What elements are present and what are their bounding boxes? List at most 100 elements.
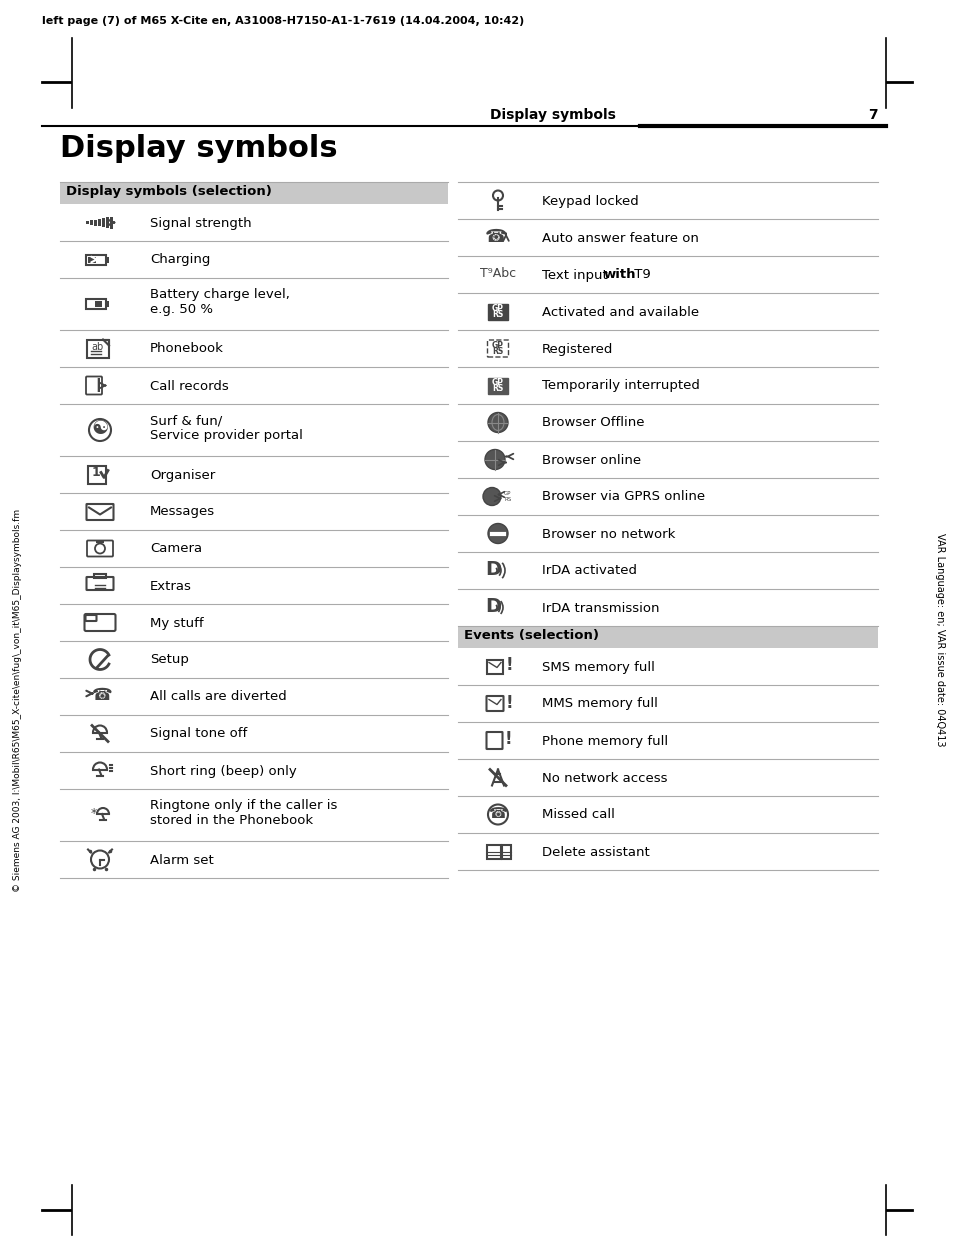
Text: e.g. 50 %: e.g. 50 % xyxy=(150,303,213,316)
Bar xyxy=(488,304,507,319)
Text: with: with xyxy=(603,268,636,282)
Bar xyxy=(488,378,507,394)
Text: *: * xyxy=(91,806,97,820)
Text: Setup: Setup xyxy=(150,653,189,667)
Text: Browser Offline: Browser Offline xyxy=(541,416,644,430)
Text: D: D xyxy=(484,597,500,616)
Text: Events (selection): Events (selection) xyxy=(463,629,598,642)
Bar xyxy=(86,616,98,623)
Text: !: ! xyxy=(505,657,513,674)
Text: Battery charge level,: Battery charge level, xyxy=(150,288,290,302)
Text: Phone memory full: Phone memory full xyxy=(541,734,667,748)
Text: RS: RS xyxy=(492,384,503,392)
Bar xyxy=(106,257,109,263)
Text: IrDA activated: IrDA activated xyxy=(541,564,637,577)
Text: T⁹Abc: T⁹Abc xyxy=(479,267,516,280)
Text: Browser no network: Browser no network xyxy=(541,527,675,541)
Text: Service provider portal: Service provider portal xyxy=(150,429,302,442)
Text: Delete assistant: Delete assistant xyxy=(541,846,649,858)
Text: Missed call: Missed call xyxy=(541,809,615,821)
Text: left page (7) of M65 X-Cite en, A31008-H7150-A1-1-7619 (14.04.2004, 10:42): left page (7) of M65 X-Cite en, A31008-H… xyxy=(42,16,524,26)
Text: Ringtone only if the caller is: Ringtone only if the caller is xyxy=(150,799,337,812)
Text: © Siemens AG 2003, I:\Mobil\R65\M65_X-cite\en\fug\_von_it\M65_Displaysymbols.fm: © Siemens AG 2003, I:\Mobil\R65\M65_X-ci… xyxy=(13,508,23,892)
Circle shape xyxy=(482,487,500,506)
Bar xyxy=(486,659,502,674)
Text: !: ! xyxy=(505,694,513,711)
Text: All calls are diverted: All calls are diverted xyxy=(150,690,287,704)
Text: Temporarily interrupted: Temporarily interrupted xyxy=(541,380,700,392)
Text: Short ring (beep) only: Short ring (beep) only xyxy=(150,765,296,778)
Text: Activated and available: Activated and available xyxy=(541,305,699,319)
Bar xyxy=(457,625,877,648)
Bar xyxy=(106,217,109,228)
Text: SMS memory full: SMS memory full xyxy=(541,660,654,674)
Text: No network access: No network access xyxy=(541,771,667,785)
Bar xyxy=(98,219,101,227)
Text: RS: RS xyxy=(492,310,503,319)
Text: Camera: Camera xyxy=(150,542,202,556)
Text: RS: RS xyxy=(492,346,503,356)
Bar xyxy=(94,219,97,226)
Text: ☯: ☯ xyxy=(91,420,109,439)
Bar xyxy=(96,540,104,542)
Text: Signal strength: Signal strength xyxy=(150,217,252,229)
Bar xyxy=(106,302,109,307)
Circle shape xyxy=(488,412,507,432)
Bar xyxy=(94,573,106,577)
Text: 7: 7 xyxy=(867,108,877,122)
Bar xyxy=(110,217,112,228)
Text: Registered: Registered xyxy=(541,343,613,355)
Text: Display symbols (selection): Display symbols (selection) xyxy=(66,184,272,198)
Text: Browser via GPRS online: Browser via GPRS online xyxy=(541,491,704,503)
Text: VAR Language: en; VAR issue date: 04Q413: VAR Language: en; VAR issue date: 04Q413 xyxy=(934,533,944,746)
Text: GP: GP xyxy=(492,304,503,313)
Text: D: D xyxy=(484,559,500,579)
Text: IrDA transmission: IrDA transmission xyxy=(541,602,659,614)
Text: GP: GP xyxy=(492,341,503,350)
Bar xyxy=(60,182,448,204)
Text: T9: T9 xyxy=(629,268,650,282)
Text: Messages: Messages xyxy=(150,506,214,518)
Text: Organiser: Organiser xyxy=(150,468,215,481)
Text: Signal tone off: Signal tone off xyxy=(150,728,247,740)
Bar xyxy=(88,302,95,307)
Text: ☎: ☎ xyxy=(488,806,507,821)
Text: Browser online: Browser online xyxy=(541,454,640,466)
Text: GP: GP xyxy=(504,491,511,496)
Text: ❙: ❙ xyxy=(91,378,104,391)
Text: Charging: Charging xyxy=(150,253,211,267)
Bar xyxy=(88,466,106,483)
Text: ☎: ☎ xyxy=(91,687,112,704)
Text: Phonebook: Phonebook xyxy=(150,343,224,355)
Text: Call records: Call records xyxy=(150,380,229,392)
Circle shape xyxy=(488,523,507,543)
Text: Auto answer feature on: Auto answer feature on xyxy=(541,232,699,244)
Bar xyxy=(486,845,500,858)
Text: Text input: Text input xyxy=(541,268,612,282)
Text: ☎: ☎ xyxy=(484,228,507,245)
Bar xyxy=(102,218,105,227)
Text: stored in the Phonebook: stored in the Phonebook xyxy=(150,814,313,827)
Bar xyxy=(86,221,89,224)
Text: RS: RS xyxy=(504,497,511,502)
Text: 1: 1 xyxy=(91,466,101,478)
Bar xyxy=(90,221,92,224)
Text: !: ! xyxy=(504,730,512,749)
Bar xyxy=(501,845,511,858)
Text: Alarm set: Alarm set xyxy=(150,854,213,866)
Bar xyxy=(86,299,106,309)
Text: Display symbols: Display symbols xyxy=(60,135,337,163)
Bar xyxy=(86,254,106,264)
Bar xyxy=(87,339,109,358)
Text: Extras: Extras xyxy=(150,579,192,593)
Text: GP: GP xyxy=(492,378,503,388)
Text: My stuff: My stuff xyxy=(150,617,203,629)
Circle shape xyxy=(484,450,504,470)
Text: ab: ab xyxy=(91,341,103,351)
Bar xyxy=(95,302,102,307)
Text: MMS memory full: MMS memory full xyxy=(541,698,658,710)
Text: Surf & fun/: Surf & fun/ xyxy=(150,414,222,427)
Text: Display symbols: Display symbols xyxy=(490,108,616,122)
Text: Keypad locked: Keypad locked xyxy=(541,194,639,208)
Bar xyxy=(88,257,96,263)
